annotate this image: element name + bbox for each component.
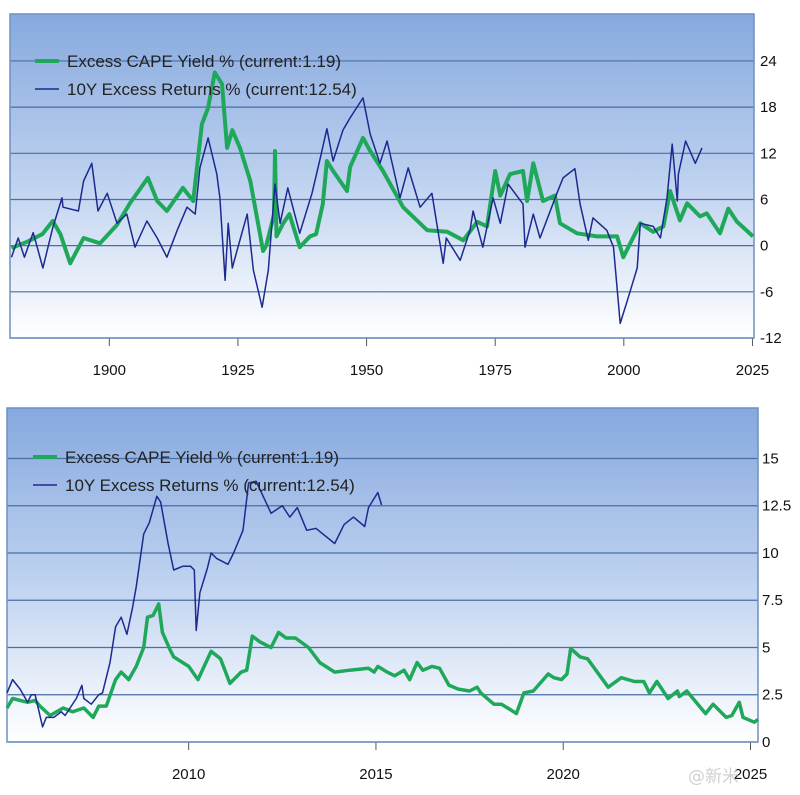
series-line-excess-cape-yield xyxy=(5,602,760,724)
series-line-10y-excess-returns xyxy=(10,97,703,325)
plot-border xyxy=(9,13,755,339)
y-tick-label: 10 xyxy=(762,545,779,562)
series-line-10y-excess-returns xyxy=(6,480,383,728)
y-tick-label: -6 xyxy=(760,284,773,301)
plot-background xyxy=(7,408,758,742)
chart-panel-1: 24 18 12 6 0 -6 -12 1900 1925 1950 1975 2000 2025 Exc… xyxy=(9,13,782,379)
x-tick-label: 2025 xyxy=(736,362,769,379)
y-tick-label: 12.5 xyxy=(762,498,791,515)
legend-label: Excess CAPE Yield % (current:1.19) xyxy=(65,448,339,467)
chart-panel-2: 15 12.5 10 7.5 5 2.5 0 2010 2015 2020 2025 Excess C… xyxy=(5,407,791,783)
x-tick-label: 2025 xyxy=(734,766,767,783)
legend-label: 10Y Excess Returns % (current:12.54) xyxy=(65,476,355,495)
y-tick-label: 7.5 xyxy=(762,592,783,609)
y-tick-label: 6 xyxy=(760,191,768,208)
y-tick-label: 18 xyxy=(760,99,777,116)
legend-label: 10Y Excess Returns % (current:12.54) xyxy=(67,80,357,99)
plot-background xyxy=(10,14,754,338)
watermark: @新米 xyxy=(688,767,739,787)
y-tick-label: 0 xyxy=(762,734,770,751)
x-tick-label: 1975 xyxy=(479,362,512,379)
x-tick-label: 2020 xyxy=(547,766,580,783)
x-tick-label: 2010 xyxy=(172,766,205,783)
x-tick-label: 1950 xyxy=(350,362,383,379)
y-tick-label: -12 xyxy=(760,330,782,347)
plot-border xyxy=(6,407,759,743)
y-tick-label: 5 xyxy=(762,639,770,656)
y-tick-label: 0 xyxy=(760,238,768,255)
x-tick-label: 2000 xyxy=(607,362,640,379)
y-tick-label: 24 xyxy=(760,53,777,70)
x-tick-label: 1925 xyxy=(221,362,254,379)
y-tick-label: 12 xyxy=(760,145,777,162)
y-tick-label: 2.5 xyxy=(762,687,783,704)
x-tick-label: 1900 xyxy=(93,362,126,379)
legend-label: Excess CAPE Yield % (current:1.19) xyxy=(67,52,341,71)
y-tick-label: 15 xyxy=(762,450,779,467)
x-tick-label: 2015 xyxy=(359,766,392,783)
